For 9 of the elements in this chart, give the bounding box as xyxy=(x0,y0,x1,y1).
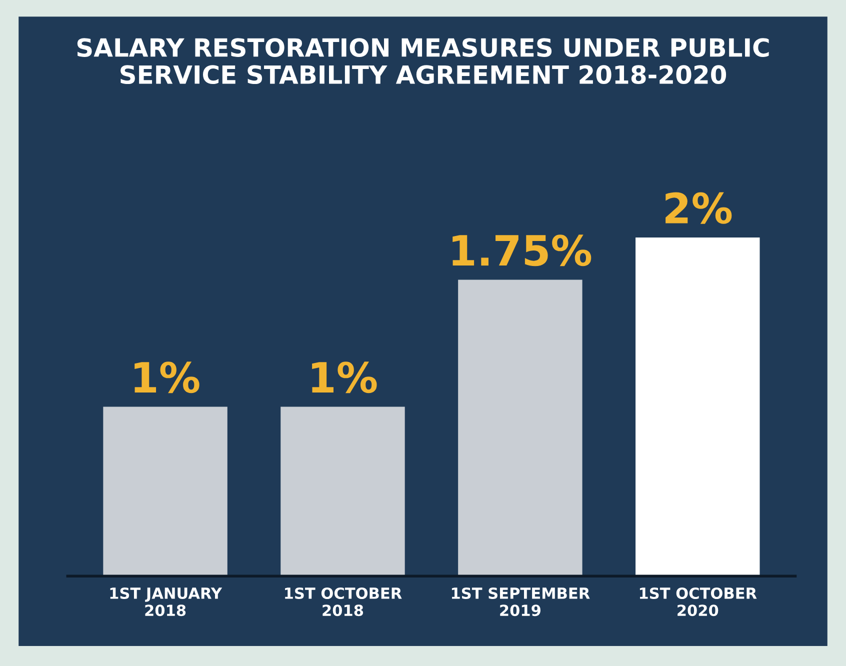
data-label: 1.75% xyxy=(452,234,592,266)
x-tick-label: 1ST JANUARY 2018 xyxy=(110,587,222,616)
x-tick-label: 1ST SEPTEMBER 2019 xyxy=(452,587,590,616)
data-label: 2% xyxy=(666,192,732,224)
data-label: 1% xyxy=(134,362,200,394)
data-label: 1% xyxy=(312,362,377,394)
chart-title: SALARY RESTORATION MEASURES UNDER PUBLIC SERVICE STABILITY AGREEMENT 2018-2020 xyxy=(77,38,769,84)
x-tick-label: 1ST OCTOBER 2018 xyxy=(285,587,402,616)
x-tick-label: 1ST OCTOBER 2020 xyxy=(640,587,757,616)
